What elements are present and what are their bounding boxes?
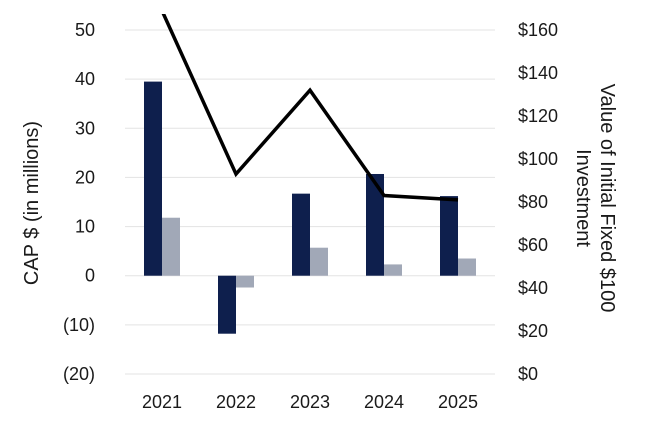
bar-series-1-2023 (292, 193, 310, 276)
left-tick-label: (20) (63, 364, 95, 384)
bar-series-1-2021 (144, 81, 162, 276)
right-tick-label: $20 (518, 321, 548, 341)
x-axis-ticks: 2021 2022 2023 2024 2025 (142, 392, 478, 412)
line-series-path (161, 14, 459, 202)
left-tick-label: 20 (75, 167, 95, 187)
bar-series-2-2025 (458, 258, 476, 276)
x-tick-label: 2022 (216, 392, 256, 412)
left-tick-label: 0 (85, 266, 95, 286)
line-series (161, 14, 459, 202)
bar-series-1-2025 (440, 196, 458, 276)
right-tick-label: $140 (518, 63, 558, 83)
bars (144, 81, 476, 334)
bar-series-2-2024 (384, 264, 402, 276)
left-tick-label: (10) (63, 315, 95, 335)
right-tick-label: $60 (518, 235, 548, 255)
right-axis-ticks: $160 $140 $120 $100 $80 $60 $40 $20 $0 (518, 20, 558, 384)
left-tick-label: 50 (75, 20, 95, 40)
left-tick-label: 40 (75, 69, 95, 89)
x-tick-label: 2023 (290, 392, 330, 412)
x-tick-label: 2021 (142, 392, 182, 412)
bar-series-1-2022 (218, 275, 236, 334)
x-tick-label: 2025 (438, 392, 478, 412)
right-tick-label: $0 (518, 364, 538, 384)
left-axis-title: CAP $ (in millions) (21, 121, 43, 285)
right-tick-label: $40 (518, 278, 548, 298)
right-axis-title-line: Investment (572, 149, 594, 247)
bar-series-1-2024 (366, 173, 384, 276)
right-tick-label: $80 (518, 192, 548, 212)
bar-series-2-2021 (162, 217, 180, 276)
left-axis-ticks: 50 40 30 20 10 0 (10) (20) (63, 20, 95, 384)
left-tick-label: 10 (75, 217, 95, 237)
left-tick-label: 30 (75, 118, 95, 138)
right-tick-label: $120 (518, 106, 558, 126)
right-axis-title-line: Value of Initial Fixed $100 (596, 84, 618, 313)
right-tick-label: $100 (518, 149, 558, 169)
right-tick-label: $160 (518, 20, 558, 40)
x-tick-label: 2024 (364, 392, 404, 412)
bar-series-2-2023 (310, 247, 328, 276)
bar-series-2-2022 (236, 275, 254, 288)
